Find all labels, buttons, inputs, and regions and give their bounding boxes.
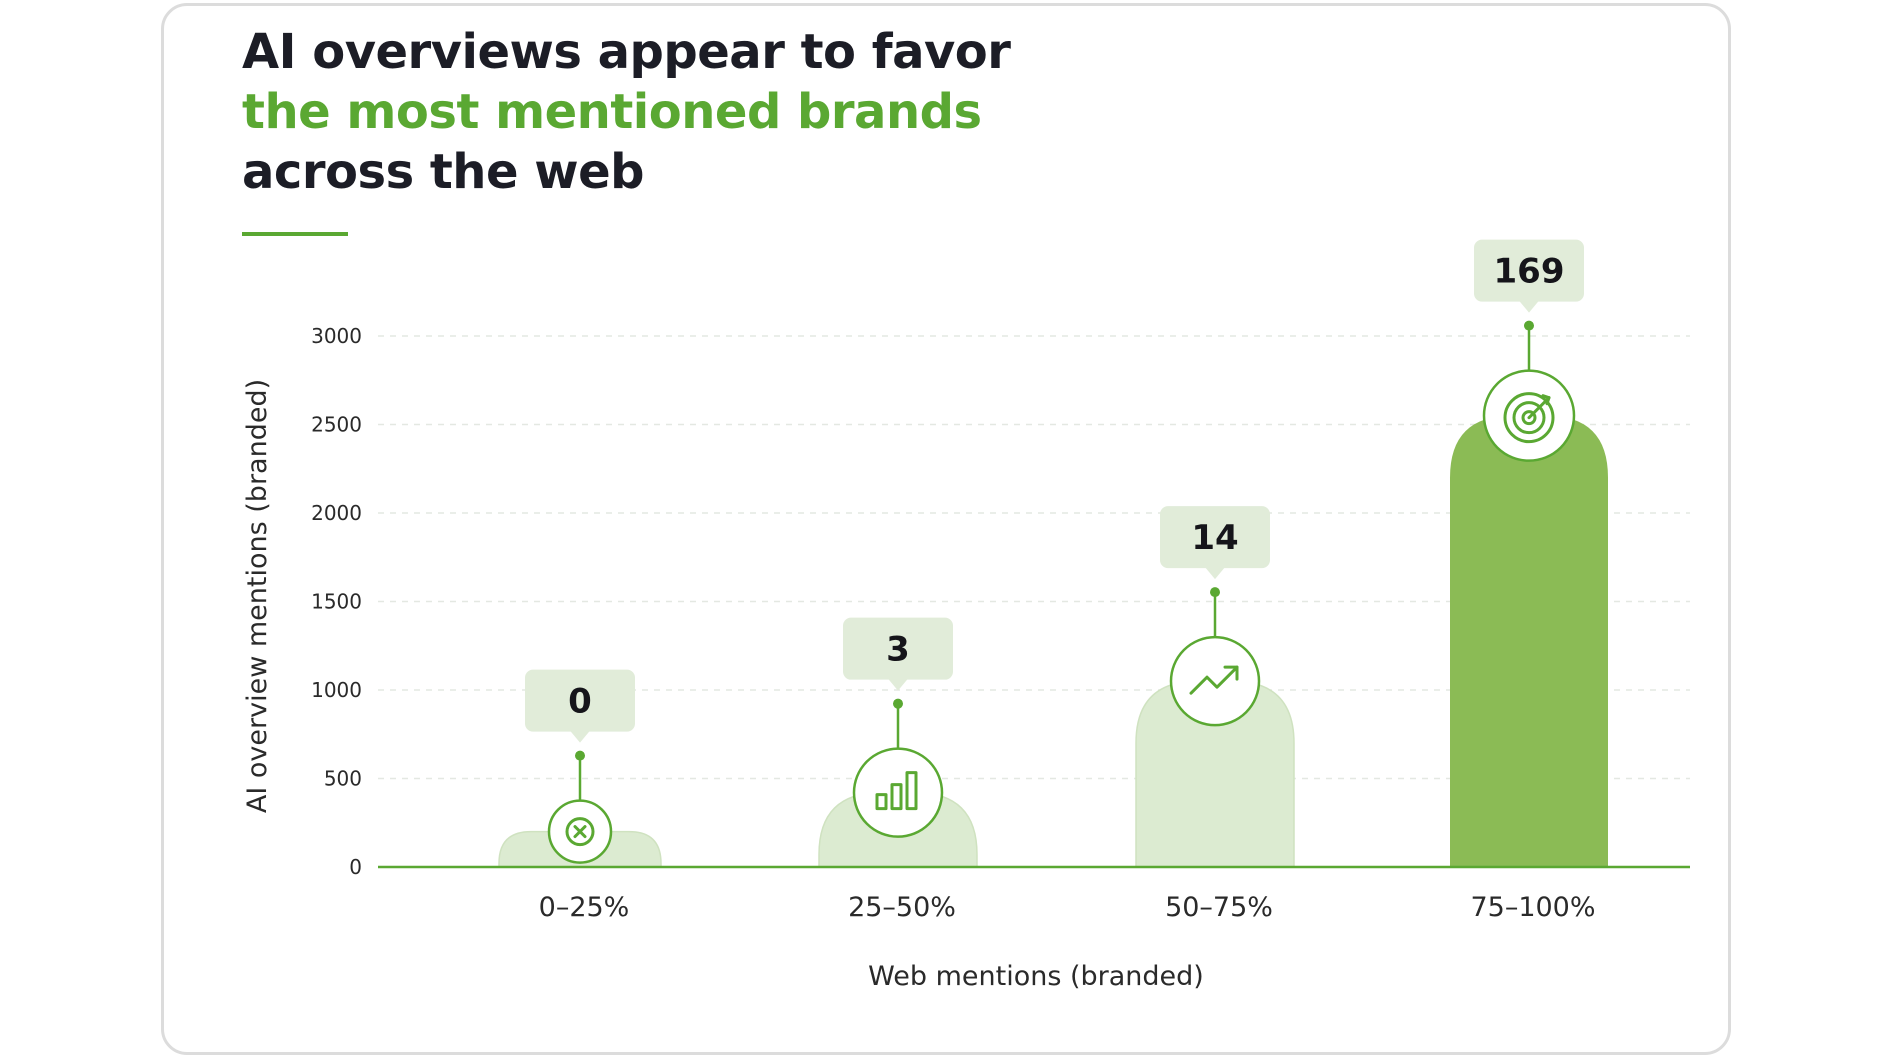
label-box: [843, 617, 953, 680]
x-tick-label: 0–25%: [539, 892, 630, 923]
x-axis-ticks: 0–25% 25–50% 50–75% 75–100%: [539, 892, 1596, 923]
label-box: [1160, 506, 1270, 569]
data-label: 0: [568, 682, 592, 722]
label-box: [525, 669, 635, 732]
y-tick-label: 1000: [311, 678, 362, 702]
data-label: 3: [886, 630, 910, 670]
title-underline: [242, 232, 348, 236]
x-tick-label: 75–100%: [1470, 892, 1595, 923]
data-label: 169: [1494, 252, 1565, 292]
bar-4: [1450, 415, 1608, 867]
connector-dot: [575, 750, 585, 761]
bar-annotation-1: 0: [525, 669, 635, 864]
target-icon: [1503, 392, 1555, 444]
icon-badge: [1169, 635, 1261, 727]
x-tick-label: 25–50%: [848, 892, 956, 923]
y-tick-label: 0: [349, 855, 362, 879]
y-axis-ticks: 0 500 1000 1500 2000 2500 3000: [311, 324, 362, 879]
bar-annotations: 0 3 14 169: [525, 239, 1584, 864]
data-label: 14: [1191, 518, 1238, 558]
y-tick-label: 2500: [311, 413, 362, 437]
y-axis-title: AI overview mentions (branded): [242, 379, 273, 813]
title-line-1: AI overviews appear to favor: [242, 24, 1011, 80]
bar-chart-icon: [875, 771, 918, 811]
label-pointer: [570, 730, 590, 743]
y-tick-label: 3000: [311, 324, 362, 348]
title-line-3: across the web: [242, 144, 644, 200]
trending-up-icon: [1189, 665, 1239, 695]
bar-annotation-3: 14: [1160, 506, 1270, 727]
x-circle-icon: [565, 817, 595, 847]
bar-annotation-4: 169: [1474, 239, 1584, 462]
label-pointer: [1205, 567, 1225, 580]
x-tick-label: 50–75%: [1165, 892, 1273, 923]
y-tick-label: 1500: [311, 590, 362, 614]
connector-dot: [893, 698, 903, 709]
x-axis-title: Web mentions (branded): [868, 961, 1204, 992]
icon-badge: [852, 747, 944, 838]
y-tick-label: 500: [324, 767, 362, 791]
bars: [498, 415, 1608, 868]
title-line-2: the most mentioned brands: [242, 84, 982, 140]
connector-dot: [1524, 320, 1534, 331]
connector-dot: [1210, 587, 1220, 598]
chart-title: AI overviews appear to favor the most me…: [242, 22, 1011, 202]
bar-annotation-2: 3: [843, 617, 953, 838]
y-tick-label: 2000: [311, 501, 362, 525]
label-pointer: [888, 678, 908, 691]
label-box: [1474, 239, 1584, 302]
label-pointer: [1519, 300, 1539, 313]
